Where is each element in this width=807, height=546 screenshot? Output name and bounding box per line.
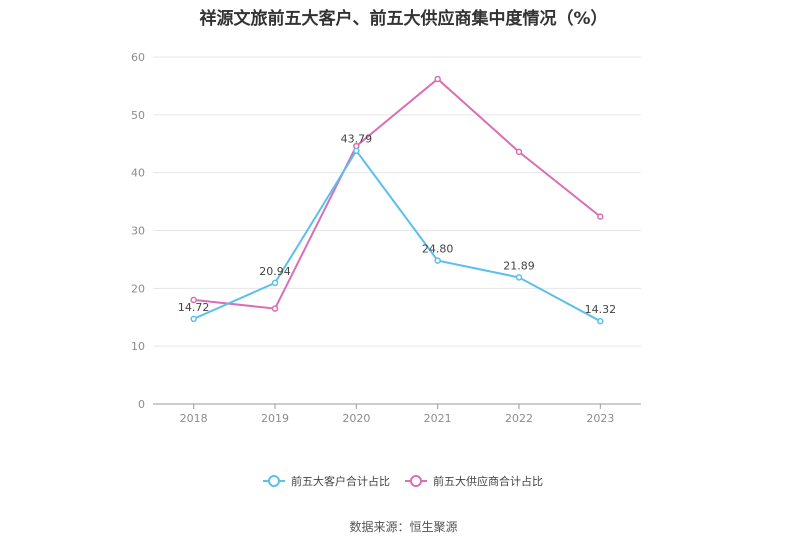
data-point[interactable] bbox=[271, 279, 279, 287]
series-lines bbox=[190, 75, 604, 325]
x-tick-label: 2023 bbox=[586, 412, 614, 425]
y-tick-label: 50 bbox=[131, 109, 145, 122]
chart-title: 祥源文旅前五大客户、前五大供应商集中度情况（%） bbox=[199, 9, 608, 29]
data-label: 14.72 bbox=[178, 301, 210, 314]
y-tick-label: 20 bbox=[131, 282, 145, 295]
data-point[interactable] bbox=[434, 257, 441, 264]
data-point[interactable] bbox=[271, 305, 279, 312]
legend-marker bbox=[268, 475, 280, 487]
data-point[interactable] bbox=[434, 75, 441, 83]
x-tick-label: 2021 bbox=[424, 412, 452, 425]
data-label: 24.80 bbox=[422, 243, 454, 256]
data-point[interactable] bbox=[190, 296, 197, 304]
series-line bbox=[193, 148, 601, 323]
data-point[interactable] bbox=[515, 148, 523, 156]
y-tick-label: 60 bbox=[131, 51, 145, 64]
data-point[interactable] bbox=[515, 274, 523, 281]
legend-label: 前五大供应商合计占比 bbox=[433, 474, 543, 488]
grid-lines bbox=[153, 56, 641, 347]
axes: 0 10 20 30 40 50 60 2018 2019 2020 2021 2022 2023 bbox=[131, 51, 641, 425]
data-label: 43.79 bbox=[341, 133, 373, 146]
y-tick-label: 40 bbox=[131, 167, 145, 180]
data-labels: 14.72 20.94 43.79 24.80 21.89 14.32 bbox=[178, 133, 616, 316]
legend-item[interactable]: 前五大供应商合计占比 bbox=[405, 474, 543, 488]
data-label: 21.89 bbox=[503, 259, 535, 272]
data-label: 14.32 bbox=[585, 303, 617, 316]
legend-marker bbox=[410, 475, 422, 487]
legend[interactable]: 前五大客户合计占比 前五大供应商合计占比 bbox=[263, 474, 543, 488]
x-tick-label: 2018 bbox=[180, 412, 208, 425]
y-tick-label: 0 bbox=[138, 398, 145, 411]
legend-label: 前五大客户合计占比 bbox=[291, 474, 390, 488]
series-line bbox=[193, 77, 601, 310]
data-source: 数据来源：恒生聚源 bbox=[349, 520, 458, 534]
data-point[interactable] bbox=[597, 317, 604, 325]
data-point[interactable] bbox=[353, 147, 360, 154]
data-point[interactable] bbox=[190, 315, 197, 323]
data-point[interactable] bbox=[597, 213, 604, 220]
y-tick-label: 30 bbox=[131, 225, 145, 238]
legend-item[interactable]: 前五大客户合计占比 bbox=[263, 474, 390, 488]
x-tick-label: 2019 bbox=[261, 412, 289, 425]
y-tick-label: 10 bbox=[131, 340, 145, 353]
x-tick-label: 2022 bbox=[505, 412, 533, 425]
data-label: 20.94 bbox=[259, 265, 291, 278]
x-tick-label: 2020 bbox=[342, 412, 370, 425]
